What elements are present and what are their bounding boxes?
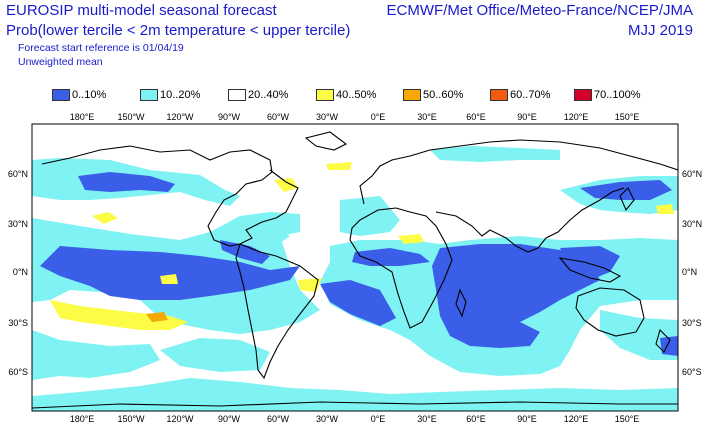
longitude-label: 90°E <box>517 112 537 122</box>
longitude-label: 30°W <box>316 414 339 424</box>
coastlines <box>32 131 678 409</box>
latitude-labels-left: 60°N 30°N 0°N 30°S 60°S <box>8 169 28 377</box>
longitude-label: 30°E <box>417 414 437 424</box>
legend-swatch <box>490 89 508 101</box>
legend-item-50-60: 50..60% <box>403 88 463 102</box>
longitude-label: 120°E <box>564 112 589 122</box>
map-frame <box>31 123 679 412</box>
latitude-label: 30°S <box>8 318 28 328</box>
longitude-label: 150°W <box>117 414 145 424</box>
latitude-label: 60°N <box>682 169 702 179</box>
longitude-label: 120°W <box>166 112 194 122</box>
latitude-label: 30°N <box>8 219 28 229</box>
longitude-label: 60°W <box>267 112 290 122</box>
latitude-label: 0°N <box>13 267 28 277</box>
prob-40-50-regions <box>50 162 674 330</box>
legend-item-70-100: 70..100% <box>574 88 640 102</box>
longitude-label: 0°E <box>371 112 386 122</box>
legend-label: 10..20% <box>160 89 201 101</box>
map-variable-title: Prob(lower tercile < 2m temperature < up… <box>6 22 351 39</box>
legend-swatch <box>574 89 592 101</box>
longitude-label: 30°W <box>316 112 339 122</box>
longitude-label: 120°E <box>564 414 589 424</box>
longitude-label: 60°E <box>466 414 486 424</box>
longitude-label: 90°W <box>218 414 241 424</box>
legend-label: 20..40% <box>248 89 289 101</box>
longitude-labels-bottom: 180°E 150°W 120°W 90°W 60°W 30°W 0°E 30°E 60°E 90… <box>70 414 640 424</box>
legend-swatch <box>403 89 421 101</box>
legend-item-20-40: 20..40% <box>228 88 288 102</box>
latitude-label: 60°N <box>8 169 28 179</box>
legend-item-10-20: 10..20% <box>140 88 200 102</box>
forecast-start-label: Forecast start reference is 01/04/19 <box>18 42 184 54</box>
latitude-label: 60°S <box>682 367 702 377</box>
longitude-label: 60°W <box>267 414 290 424</box>
legend-label: 40..50% <box>336 89 377 101</box>
legend-swatch <box>228 89 246 101</box>
season-label: MJJ 2019 <box>627 22 693 39</box>
longitude-label: 150°E <box>615 414 640 424</box>
greenland-coast <box>304 131 348 151</box>
legend-swatch <box>140 89 158 101</box>
legend-label: 70..100% <box>594 89 641 101</box>
legend-item-60-70: 60..70% <box>490 88 550 102</box>
legend-label: 60..70% <box>510 89 551 101</box>
australia-coast <box>575 287 645 337</box>
legend-item-0-10: 0..10% <box>52 88 106 102</box>
legend-label: 50..60% <box>423 89 464 101</box>
latitude-label: 30°S <box>682 318 702 328</box>
map-title: EUROSIP multi-model seasonal forecast <box>6 2 277 19</box>
prob-0-10-regions <box>40 172 678 356</box>
new-zealand-coast <box>655 328 671 353</box>
north-america-coast <box>41 145 299 247</box>
asia-south-coast <box>435 187 625 253</box>
legend-item-40-50: 40..50% <box>316 88 376 102</box>
legend-swatch <box>316 89 334 101</box>
africa-coast <box>349 207 453 329</box>
legend-swatch <box>52 89 70 101</box>
probability-legend: 0..10% 10..20% 20..40% 40..50% 50..60% 6… <box>0 88 707 102</box>
legend-label: 0..10% <box>72 89 107 101</box>
longitude-label: 180°E <box>70 112 95 122</box>
antarctica-coast <box>32 401 678 409</box>
longitude-label: 150°E <box>615 112 640 122</box>
eurasia-north-coast <box>359 139 678 205</box>
latitude-label: 0°N <box>682 267 697 277</box>
centres-label: ECMWF/Met Office/Meteo-France/NCEP/JMA <box>386 2 693 19</box>
longitude-label: 90°W <box>218 112 241 122</box>
madagascar-coast <box>455 288 467 318</box>
longitude-label: 150°W <box>117 112 145 122</box>
prob-50-60-regions <box>146 312 168 322</box>
latitude-label: 30°N <box>682 219 702 229</box>
longitude-label: 90°E <box>517 414 537 424</box>
longitude-labels-top: 180°E 150°W 120°W 90°W 60°W 30°W 0°E 30°E 60°E 90… <box>70 112 640 122</box>
japan-coast <box>619 187 635 212</box>
weighting-label: Unweighted mean <box>18 56 103 68</box>
longitude-label: 0°E <box>371 414 386 424</box>
south-america-coast <box>235 243 319 380</box>
longitude-label: 120°W <box>166 414 194 424</box>
longitude-label: 180°E <box>70 414 95 424</box>
longitude-label: 60°E <box>466 112 486 122</box>
maritime-continent-coast <box>558 257 622 283</box>
latitude-label: 60°S <box>8 367 28 377</box>
probability-field <box>32 146 678 411</box>
longitude-label: 30°E <box>417 112 437 122</box>
latitude-labels-right: 60°N 30°N 0°N 30°S 60°S <box>682 169 702 377</box>
